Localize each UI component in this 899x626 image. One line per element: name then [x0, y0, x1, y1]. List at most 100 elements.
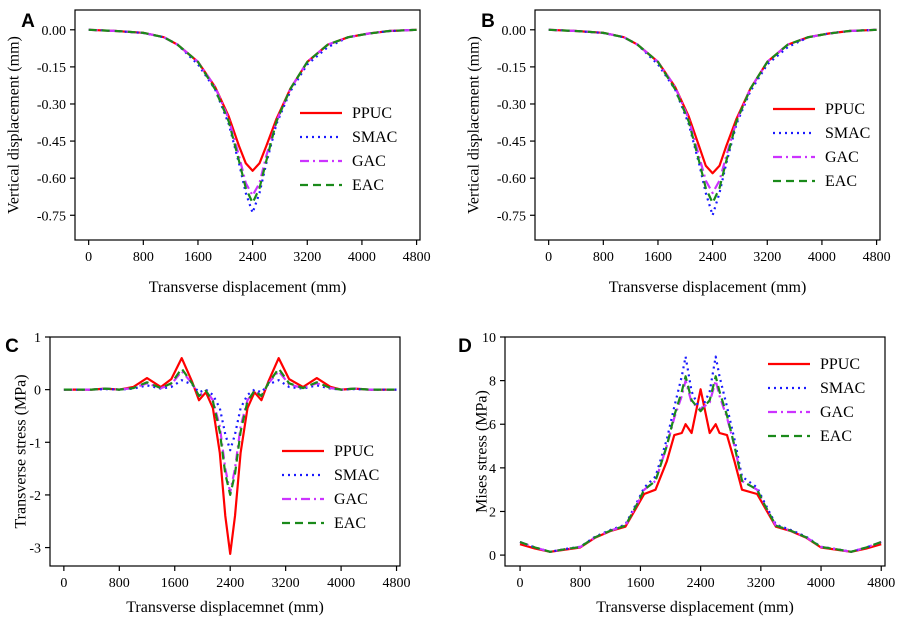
panel-c-xtick-label: 4000	[327, 576, 355, 591]
panel-b-xtick-label: 4000	[808, 250, 836, 265]
panel-d-y-axis-title: Mises stress (MPa)	[474, 390, 491, 513]
panel-c-xtick-label: 1600	[161, 576, 189, 591]
panel-c-xtick-label: 800	[109, 576, 130, 591]
panel-d: D 0 800 1600 2400 3200 4000 4800 0 2 4 6 8 10 Transver…	[458, 331, 895, 616]
panel-b-xtick-label: 2400	[699, 250, 727, 265]
panel-d-ytick-label: 0	[489, 549, 496, 564]
panel-c-ytick-label: 1	[34, 331, 41, 346]
panel-d-letter: D	[458, 336, 472, 357]
panel-b-ytick-label: -0.75	[497, 209, 526, 224]
panel-a-legend-label-smac: SMAC	[352, 129, 397, 146]
panel-d-axes-frame	[504, 336, 886, 567]
panel-a-ytick-label: -0.30	[37, 98, 66, 113]
panel-b-xtick-label: 800	[593, 250, 614, 265]
panel-a-ytick-label: -0.15	[37, 61, 66, 76]
panel-b-xtick-label: 4800	[863, 250, 891, 265]
panel-d-legend-label-gac: GAC	[820, 404, 854, 421]
panel-a-legend-label-eac: EAC	[352, 177, 384, 194]
panel-c-legend-label-ppuc: PPUC	[334, 443, 374, 460]
panel-a-ytick-label: 0.00	[42, 24, 67, 39]
panel-c-legend: PPUC SMAC GAC EAC	[282, 443, 379, 532]
panel-a-xtick-label: 1600	[184, 250, 212, 265]
panel-b-y-axis-title: Vertical displacement (mm)	[466, 36, 483, 214]
panel-b-ytick-label: -0.45	[497, 135, 526, 150]
panel-d-xtick-label: 3200	[747, 576, 775, 591]
panel-d-ytick-label: 6	[489, 418, 496, 433]
panel-b-ytick-label: -0.15	[497, 61, 526, 76]
panel-b-ytick-label: 0.00	[502, 24, 527, 39]
panel-b-series-group	[548, 28, 877, 217]
panel-d-ytick-label: 2	[489, 505, 496, 520]
panel-a-xtick-label: 4800	[403, 250, 431, 265]
panel-b-x-axis-title: Transverse displacement (mm)	[609, 279, 807, 296]
panel-d-ytick-label: 10	[482, 331, 496, 346]
panel-d-legend: PPUC SMAC GAC EAC	[768, 356, 865, 445]
panel-c-ytick-label: -1	[29, 436, 41, 451]
panel-d-x-axis-title: Transverse displacement (mm)	[596, 599, 794, 616]
panel-c-xtick-label: 3200	[272, 576, 300, 591]
panel-a-series-ppuc	[88, 28, 417, 172]
panel-b-legend-label-eac: EAC	[825, 173, 857, 190]
panel-d-series-gac	[519, 379, 882, 553]
panel-c-series-ppuc	[63, 357, 397, 556]
panel-a-letter: A	[21, 11, 35, 32]
panel-a-xtick-label: 2400	[239, 250, 267, 265]
panel-d-xtick-label: 0	[517, 576, 524, 591]
panel-a-xtick-label: 4000	[348, 250, 376, 265]
panel-c-legend-label-gac: GAC	[334, 491, 368, 508]
panel-b-xtick-label: 1600	[644, 250, 672, 265]
panel-c-xtick-label: 2400	[216, 576, 244, 591]
panel-b-ytick-label: -0.30	[497, 98, 526, 113]
panel-c-x-axis-title: Transverse displacemnet (mm)	[126, 599, 324, 616]
panel-a-ytick-label: -0.60	[37, 172, 66, 187]
panel-a-legend-label-gac: GAC	[352, 153, 386, 170]
panel-d-xtick-label: 800	[570, 576, 591, 591]
panel-c-axes-frame	[49, 336, 401, 567]
panel-b-legend-label-ppuc: PPUC	[825, 101, 865, 118]
panel-a-legend: PPUC SMAC GAC EAC	[300, 105, 397, 194]
panel-d-ytick-label: 8	[489, 375, 496, 390]
panel-a-series-group	[88, 28, 417, 214]
panel-a-xtick-label: 3200	[293, 250, 321, 265]
panel-a-y-axis-title: Vertical displacement (mm)	[6, 36, 23, 214]
panel-a: A 0 800 1600 2400 3200 4000 4800 0.00 -0.15 -0.30 -…	[6, 9, 431, 296]
panel-c-series-eac	[63, 367, 397, 496]
panel-a-ytick-label: -0.45	[37, 135, 66, 150]
panel-b-xtick-label: 0	[545, 250, 552, 265]
panel-d-legend-label-smac: SMAC	[820, 380, 865, 397]
panel-a-x-axis-title: Transverse displacement (mm)	[149, 279, 347, 296]
panel-c-series-group	[63, 357, 397, 556]
panel-c-legend-label-smac: SMAC	[334, 467, 379, 484]
panel-d-legend-label-ppuc: PPUC	[820, 356, 860, 373]
panel-b: B 0 800 1600 2400 3200 4000 4800 0.00 -0.15 -0.30 -…	[466, 9, 891, 296]
panel-d-legend-label-eac: EAC	[820, 428, 852, 445]
panel-c-letter: C	[5, 336, 19, 357]
panel-c-legend-label-eac: EAC	[334, 515, 366, 532]
panel-a-series-eac	[88, 28, 417, 204]
panel-d-ytick-label: 4	[489, 462, 496, 477]
panel-c-y-axis-title: Transverse stress (MPa)	[13, 374, 30, 528]
panel-b-legend: PPUC SMAC GAC EAC	[773, 101, 870, 190]
panel-c: C 0 800 1600 2400 3200 4000 4800 1 0 -1 -2 -3 Transve…	[5, 331, 410, 616]
panel-d-xtick-label: 4800	[867, 576, 895, 591]
panel-d-series-eac	[519, 375, 882, 553]
panel-d-series-group	[519, 355, 882, 553]
panel-b-letter: B	[481, 11, 495, 32]
panel-b-ytick-label: -0.60	[497, 172, 526, 187]
panel-b-axes-frame	[534, 9, 881, 241]
panel-b-xtick-label: 3200	[753, 250, 781, 265]
panel-c-ytick-label: -3	[29, 542, 41, 557]
panel-a-axes-frame	[74, 9, 421, 241]
panel-a-legend-label-ppuc: PPUC	[352, 105, 392, 122]
panel-d-xtick-label: 4000	[807, 576, 835, 591]
panel-a-xtick-label: 0	[85, 250, 92, 265]
panel-c-ytick-label: 0	[34, 384, 41, 399]
panel-a-ytick-label: -0.75	[37, 209, 66, 224]
panel-c-xtick-label: 0	[60, 576, 67, 591]
panel-c-series-smac	[63, 379, 397, 452]
panel-b-legend-label-gac: GAC	[825, 149, 859, 166]
panel-b-series-eac	[548, 28, 877, 204]
panel-d-xtick-label: 1600	[626, 576, 654, 591]
panel-a-xtick-label: 800	[133, 250, 154, 265]
